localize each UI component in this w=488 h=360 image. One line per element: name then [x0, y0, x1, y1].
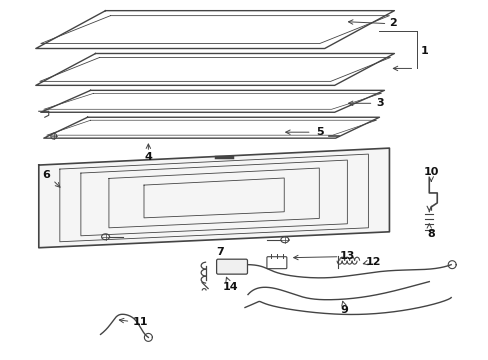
Text: 10: 10: [423, 167, 438, 177]
Text: 13: 13: [339, 251, 355, 261]
Text: 3: 3: [376, 98, 384, 108]
Text: 5: 5: [315, 127, 323, 137]
FancyBboxPatch shape: [216, 259, 247, 274]
Text: 6: 6: [42, 170, 50, 180]
Text: 2: 2: [389, 18, 396, 28]
FancyBboxPatch shape: [266, 257, 286, 269]
Text: 4: 4: [144, 152, 152, 162]
Polygon shape: [39, 148, 388, 248]
Polygon shape: [41, 90, 384, 112]
Text: 7: 7: [216, 247, 224, 257]
Text: 11: 11: [132, 318, 148, 328]
Polygon shape: [36, 54, 394, 85]
Text: 14: 14: [222, 282, 237, 292]
Polygon shape: [44, 117, 379, 138]
Text: 12: 12: [365, 257, 381, 267]
Text: 8: 8: [427, 229, 434, 239]
Text: 9: 9: [340, 306, 348, 315]
Polygon shape: [36, 11, 394, 49]
Text: 1: 1: [420, 45, 427, 55]
